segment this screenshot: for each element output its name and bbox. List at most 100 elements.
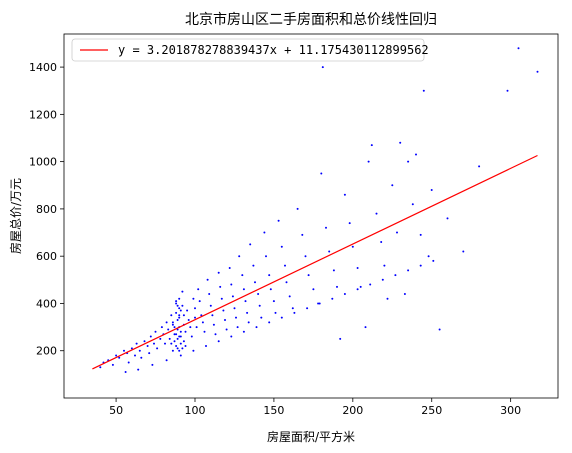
x-tick-label: 50	[109, 404, 123, 417]
scatter-point	[235, 316, 237, 319]
scatter-point	[268, 274, 271, 277]
scatter-point	[179, 330, 182, 333]
legend-box	[71, 38, 425, 62]
scatter-point	[343, 293, 346, 295]
scatter-point	[356, 288, 359, 291]
scatter-point	[182, 314, 185, 317]
scatter-point	[411, 203, 414, 206]
scatter-point	[246, 311, 249, 314]
scatter-point	[115, 354, 118, 357]
scatter-point	[356, 267, 359, 269]
y-tick-label: 600	[36, 250, 57, 263]
scatter-point	[219, 285, 222, 288]
scatter-point	[244, 300, 247, 303]
scatter-points-layer	[99, 47, 539, 373]
scatter-point	[184, 345, 187, 347]
scatter-point	[224, 319, 226, 321]
scatter-point	[159, 337, 162, 340]
scatter-point	[124, 371, 127, 373]
scatter-point	[130, 347, 133, 350]
scatter-point	[228, 267, 231, 269]
scatter-point	[179, 354, 182, 357]
x-tick-label: 100	[184, 404, 205, 417]
scatter-point	[190, 335, 193, 338]
scatter-point	[254, 281, 256, 284]
scatter-point	[438, 328, 441, 331]
scatter-point	[396, 231, 398, 234]
scatter-point	[197, 288, 200, 291]
scatter-point	[209, 304, 212, 307]
y-axis-label: 房屋总价/万元	[8, 178, 23, 254]
scatter-point	[151, 363, 154, 366]
scatter-point	[446, 217, 449, 220]
scatter-point	[332, 269, 335, 272]
scatter-point	[178, 349, 181, 352]
scatter-point	[415, 153, 417, 156]
scatter-point	[149, 335, 152, 338]
scatter-point	[407, 269, 410, 272]
scatter-point	[320, 172, 323, 175]
x-axis-ticks: 50 100 150 200 250 300	[109, 398, 521, 417]
scatter-point	[328, 250, 331, 253]
scatter-point	[148, 352, 151, 355]
scatter-point	[217, 271, 220, 274]
scatter-point	[280, 316, 283, 319]
scatter-point	[173, 340, 176, 343]
scatter-point	[175, 302, 178, 305]
scatter-point	[517, 47, 520, 50]
scatter-point	[317, 302, 320, 305]
scatter-point	[430, 189, 433, 191]
x-tick-label: 200	[342, 404, 363, 417]
scatter-point	[351, 245, 354, 248]
scatter-point	[178, 316, 181, 319]
scatter-point	[375, 212, 378, 215]
scatter-point	[178, 297, 181, 300]
scatter-point	[403, 293, 406, 295]
scatter-point	[225, 328, 228, 331]
scatter-point	[394, 274, 397, 277]
scatter-point	[321, 66, 324, 69]
scatter-point	[156, 347, 159, 350]
scatter-point	[301, 233, 304, 236]
scatter-point	[263, 231, 266, 234]
scatter-point	[164, 342, 166, 345]
scatter-point	[181, 347, 184, 350]
scatter-point	[318, 302, 321, 305]
scatter-point	[165, 321, 168, 324]
scatter-point	[236, 326, 239, 329]
scatter-point	[123, 349, 125, 352]
scatter-point	[181, 290, 184, 293]
regression-line-layer	[92, 154, 538, 370]
scatter-point	[364, 326, 367, 329]
scatter-point	[179, 342, 182, 345]
regression-line	[92, 154, 538, 370]
scatter-point	[181, 304, 184, 307]
scatter-point	[427, 255, 430, 258]
scatter-point	[201, 321, 204, 324]
scatter-point	[260, 316, 263, 319]
scatter-point	[249, 243, 252, 246]
scatter-point	[288, 295, 291, 298]
scatter-point	[268, 321, 271, 324]
scatter-point	[173, 326, 176, 329]
scatter-point	[137, 368, 140, 371]
scatter-point	[380, 241, 383, 243]
scatter-point	[176, 319, 179, 321]
scatter-point	[280, 245, 283, 248]
scatter-point	[277, 219, 280, 222]
scatter-point	[170, 314, 173, 317]
scatter-point	[212, 323, 215, 326]
scatter-point	[432, 259, 435, 262]
y-tick-label: 1400	[29, 61, 57, 74]
scatter-point	[165, 359, 168, 362]
scatter-point	[208, 293, 211, 295]
scatter-point	[242, 330, 245, 333]
legend-entry-label: y = 3.201878278839437x + 11.175430112899…	[118, 43, 429, 57]
y-tick-label: 800	[36, 203, 57, 216]
scatter-point	[135, 342, 138, 345]
x-tick-label: 300	[500, 404, 521, 417]
scatter-point	[195, 326, 198, 329]
scatter-point	[391, 184, 394, 187]
scatter-point	[198, 300, 201, 303]
